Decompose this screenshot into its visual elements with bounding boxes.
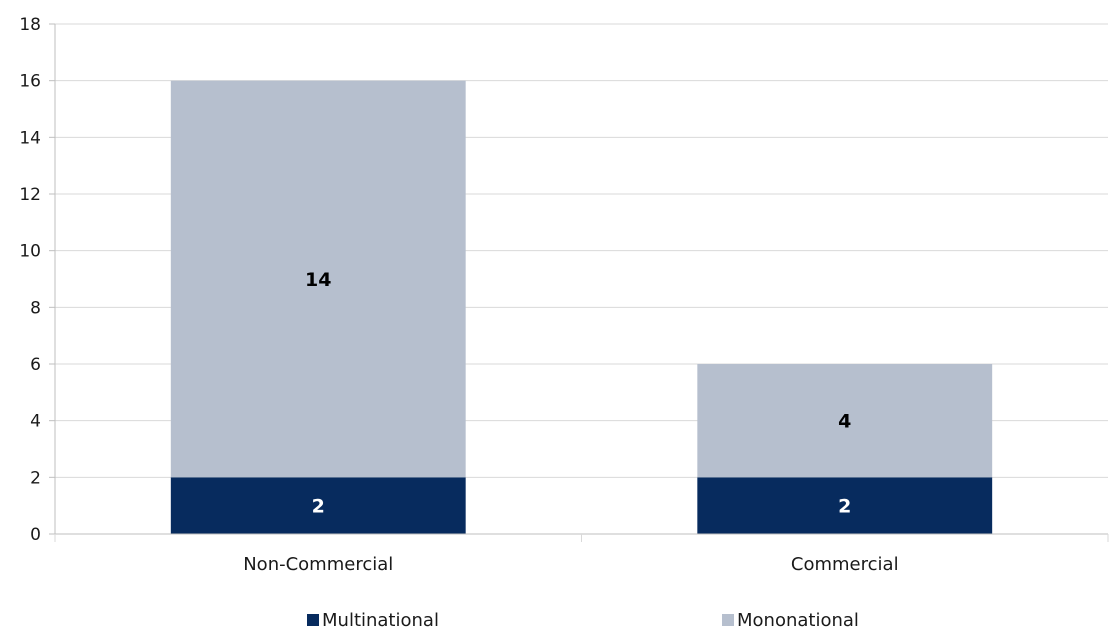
bars: [170, 80, 993, 534]
legend-swatch: [307, 614, 319, 626]
data-label: 4: [838, 411, 851, 433]
y-tick-label: 14: [19, 128, 41, 148]
legend-label: Mononational: [737, 610, 859, 631]
y-tick-label: 10: [19, 242, 41, 262]
y-tick-label: 8: [30, 298, 41, 318]
data-labels: 2 14 2 4: [305, 269, 851, 518]
y-tick-label: 2: [30, 468, 41, 488]
y-tick-label: 18: [19, 15, 41, 35]
y-tick-label: 6: [30, 355, 41, 375]
x-category-label: Commercial: [791, 554, 899, 575]
bar-mononational-commercial: [697, 364, 993, 478]
x-category-label: Non-Commercial: [243, 554, 393, 575]
y-tick-label: 16: [19, 72, 41, 92]
data-label: 2: [312, 496, 325, 518]
legend: Multinational Mononational: [307, 610, 859, 631]
x-axis: Non-Commercial Commercial: [54, 533, 1109, 575]
data-label: 14: [305, 269, 331, 291]
legend-swatch: [722, 614, 734, 626]
bar-multinational-non-commercial: [170, 477, 466, 534]
y-axis: 0 2 4 6 8 10 12 14 16 18: [19, 15, 56, 545]
data-label: 2: [838, 496, 851, 518]
y-tick-label: 0: [30, 525, 41, 545]
legend-label: Multinational: [322, 610, 439, 631]
bar-mononational-non-commercial: [170, 80, 466, 478]
y-tick-label: 12: [19, 185, 41, 205]
y-tick-label: 4: [30, 412, 41, 432]
bar-multinational-commercial: [697, 477, 993, 534]
